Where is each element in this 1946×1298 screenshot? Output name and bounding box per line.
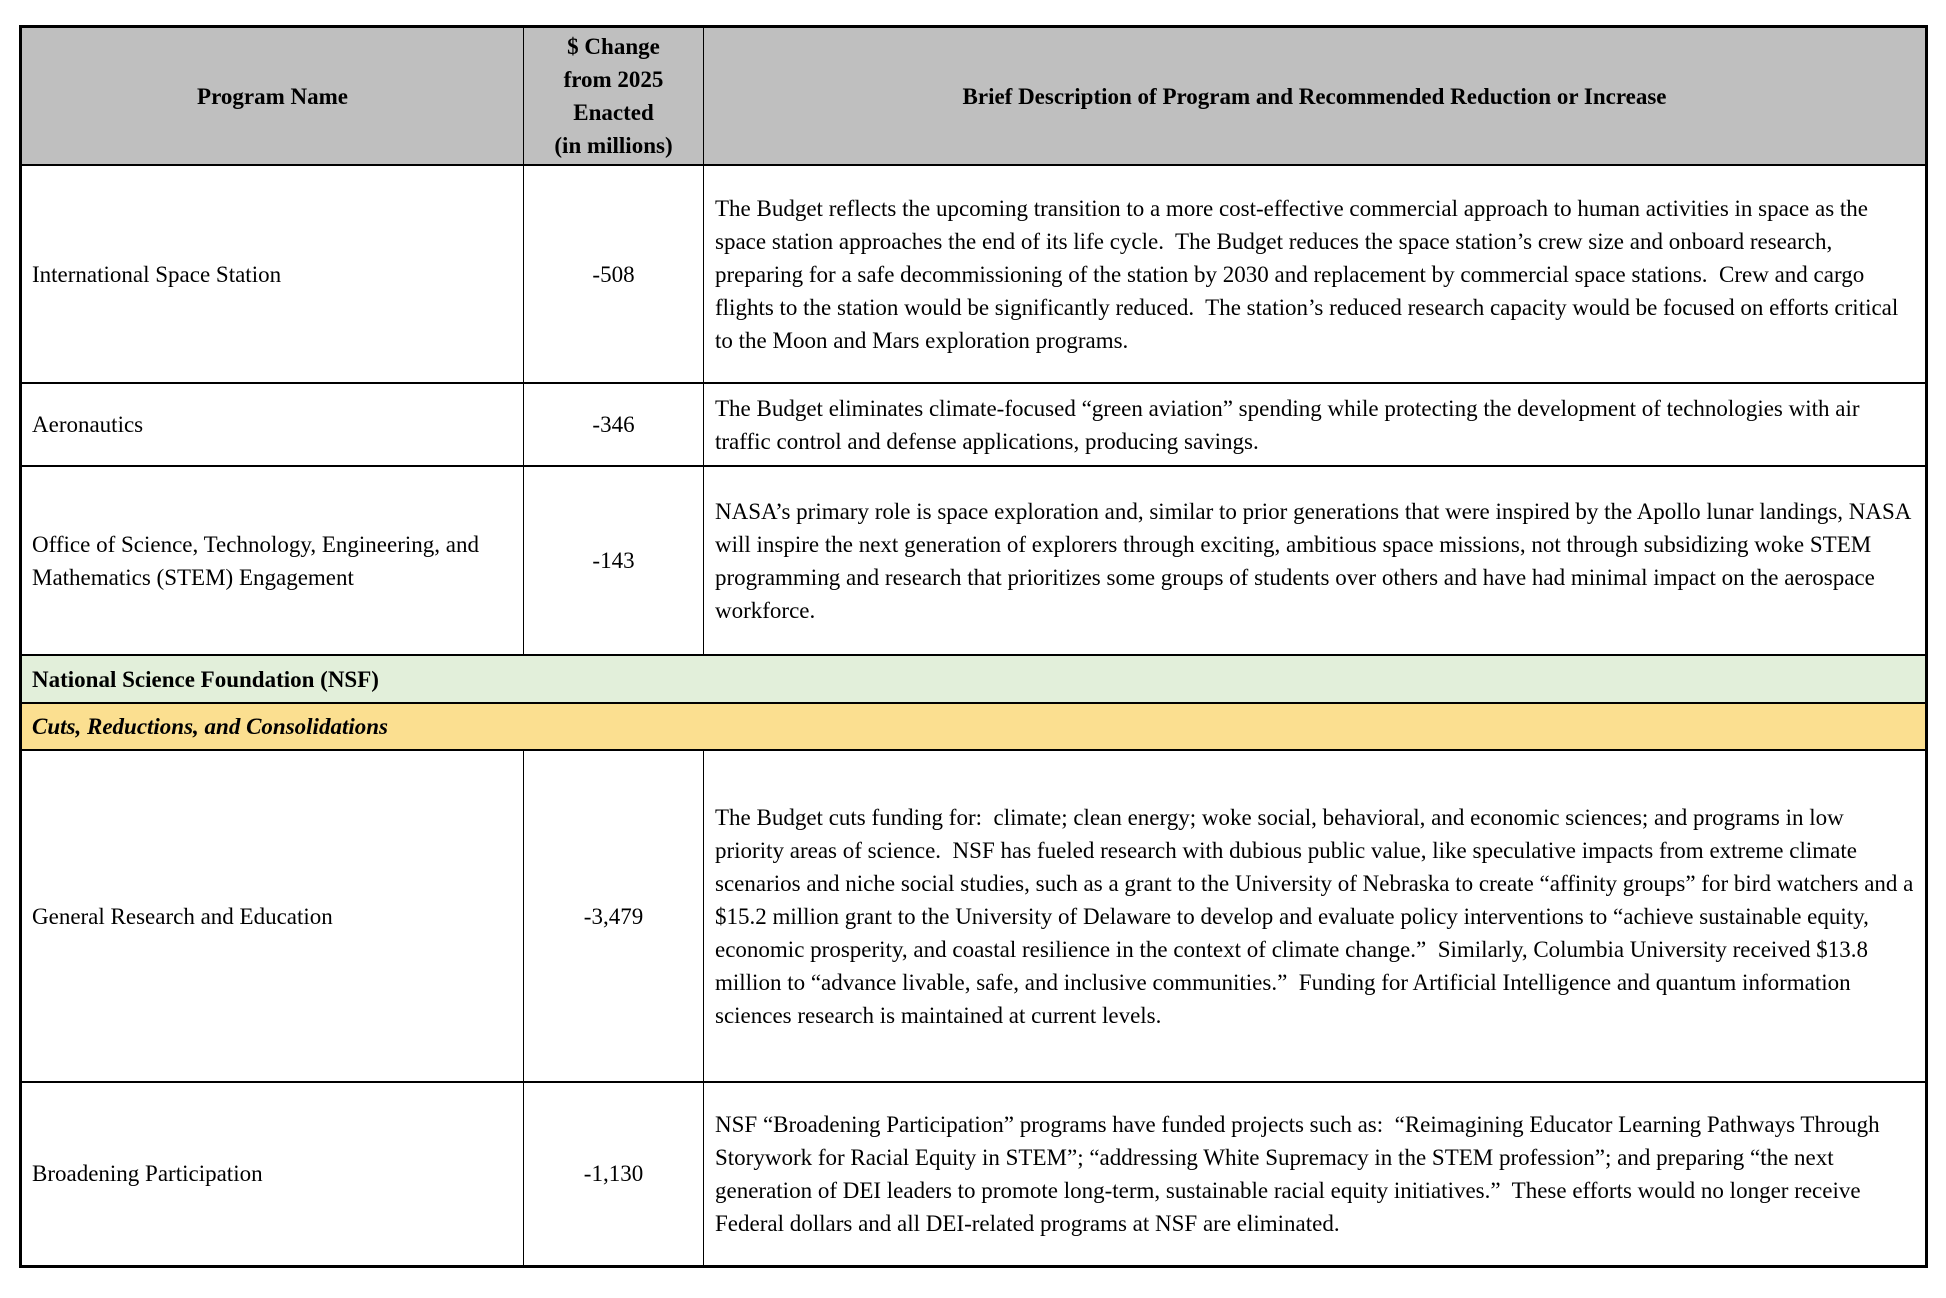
header-brief-description: Brief Description of Program and Recomme… bbox=[703, 25, 1927, 166]
header-change-from-2025: $ Change from 2025 Enacted (in millions) bbox=[523, 25, 704, 166]
change-value-cell: -508 bbox=[523, 164, 704, 384]
subsection-header-row-cuts-reductions: Cuts, Reductions, and Consolidations bbox=[20, 702, 1927, 751]
table-row-broadening-participation: Broadening Participation -1,130 NSF “Bro… bbox=[20, 1081, 1927, 1267]
change-value-cell: -1,130 bbox=[523, 1081, 704, 1267]
change-value-cell: -3,479 bbox=[523, 749, 704, 1083]
table-row-general-research-and-education: General Research and Education -3,479 Th… bbox=[20, 749, 1927, 1083]
table-row-aeronautics: Aeronautics -346 The Budget eliminates c… bbox=[20, 382, 1927, 467]
description-cell: The Budget eliminates climate-focused “g… bbox=[703, 382, 1927, 467]
budget-table: Program Name $ Change from 2025 Enacted … bbox=[19, 25, 1928, 1268]
header-row: Program Name $ Change from 2025 Enacted … bbox=[20, 25, 1927, 166]
program-name-cell: Office of Science, Technology, Engineeri… bbox=[20, 465, 524, 656]
program-name-cell: General Research and Education bbox=[20, 749, 524, 1083]
table-row-international-space-station: International Space Station -508 The Bud… bbox=[20, 164, 1927, 384]
description-cell: The Budget cuts funding for: climate; cl… bbox=[703, 749, 1927, 1083]
description-cell: NSF “Broadening Participation” programs … bbox=[703, 1081, 1927, 1267]
change-value-cell: -143 bbox=[523, 465, 704, 656]
description-cell: The Budget reflects the upcoming transit… bbox=[703, 164, 1927, 384]
table-body: International Space Station -508 The Bud… bbox=[20, 164, 1927, 1267]
program-name-cell: Aeronautics bbox=[20, 382, 524, 467]
change-value-cell: -346 bbox=[523, 382, 704, 467]
program-name-cell: International Space Station bbox=[20, 164, 524, 384]
table-header: Program Name $ Change from 2025 Enacted … bbox=[20, 25, 1927, 166]
section-header-label: National Science Foundation (NSF) bbox=[20, 654, 1927, 704]
header-program-name: Program Name bbox=[20, 25, 524, 166]
program-name-cell: Broadening Participation bbox=[20, 1081, 524, 1267]
section-header-row-nsf: National Science Foundation (NSF) bbox=[20, 654, 1927, 704]
table-row-stem-engagement: Office of Science, Technology, Engineeri… bbox=[20, 465, 1927, 656]
subsection-header-label: Cuts, Reductions, and Consolidations bbox=[20, 702, 1927, 751]
description-cell: NASA’s primary role is space exploration… bbox=[703, 465, 1927, 656]
